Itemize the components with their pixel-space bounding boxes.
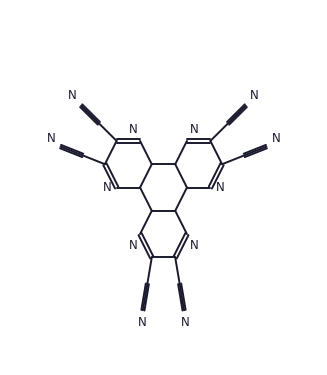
Text: N: N [215,181,224,194]
Text: N: N [129,239,137,252]
Text: N: N [68,88,77,102]
Text: N: N [250,88,259,102]
Text: N: N [272,132,280,144]
Text: N: N [129,123,137,136]
Text: N: N [190,123,198,136]
Text: N: N [47,132,55,144]
Text: N: N [190,239,198,252]
Text: N: N [103,181,112,194]
Text: N: N [137,316,146,330]
Text: N: N [181,316,190,330]
